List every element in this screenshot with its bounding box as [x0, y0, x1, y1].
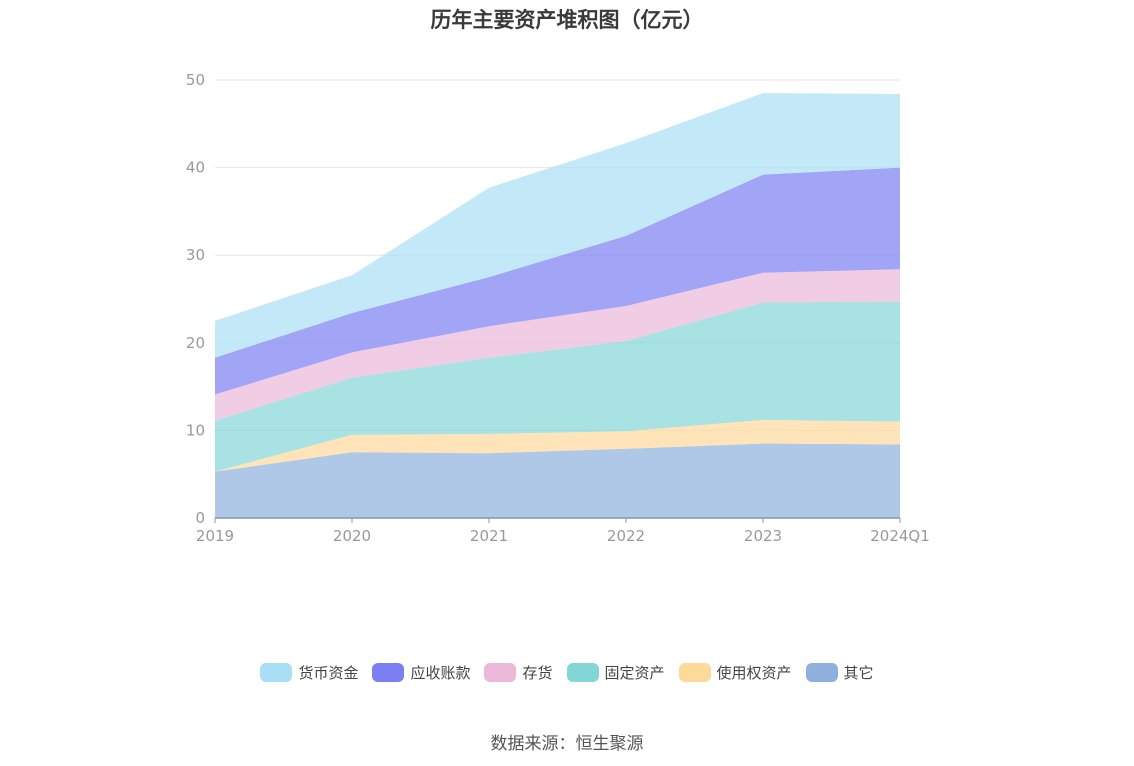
source-note: 数据来源：恒生聚源: [490, 734, 644, 754]
legend-item[interactable]: 应收账款: [372, 662, 470, 683]
x-tick-label: 2022: [607, 527, 645, 545]
x-tick-label: 2020: [333, 527, 371, 545]
y-tick-label: 50: [186, 71, 205, 89]
legend-swatch: [260, 663, 293, 682]
axes: 0 10 20 30 40 50 2019 2020 2021 2022 2023 2024Q1: [186, 71, 930, 545]
area-其它: [215, 443, 900, 518]
legend-swatch: [678, 663, 711, 682]
area-应收账款: [215, 167, 900, 395]
legend-swatch: [805, 663, 838, 682]
legend-item[interactable]: 固定资产: [566, 662, 665, 683]
legend-label: 固定资产: [604, 664, 665, 682]
area-固定资产: [215, 301, 900, 472]
x-tick-label: 2019: [196, 527, 234, 545]
y-tick-label: 40: [186, 159, 205, 177]
y-tick-label: 20: [186, 334, 205, 352]
area-货币资金: [215, 93, 900, 358]
chart-title: 历年主要资产堆积图（亿元）: [430, 8, 704, 32]
y-tick-label: 30: [186, 246, 205, 264]
legend-item[interactable]: 使用权资产: [678, 662, 792, 683]
x-tick-label: 2023: [744, 527, 782, 545]
area-存货: [215, 269, 900, 421]
legend-item[interactable]: 其它: [805, 662, 874, 683]
legend-swatch: [484, 663, 517, 682]
y-tick-label: 0: [195, 509, 205, 527]
area-series: [215, 93, 900, 518]
legend: 货币资金 应收账款 存货 固定资产 使用权资产 其它: [0, 662, 1134, 683]
legend-item[interactable]: 货币资金: [260, 662, 358, 683]
x-tick-label: 2024Q1: [870, 527, 930, 545]
legend-label: 使用权资产: [716, 664, 792, 682]
legend-label: 其它: [843, 664, 874, 682]
y-tick-label: 10: [186, 421, 205, 439]
legend-label: 货币资金: [298, 664, 359, 682]
legend-label: 存货: [522, 664, 553, 682]
legend-label: 应收账款: [410, 664, 471, 682]
legend-item[interactable]: 存货: [484, 662, 553, 683]
legend-swatch: [566, 663, 599, 682]
x-tick-label: 2021: [470, 527, 508, 545]
legend-swatch: [372, 663, 405, 682]
area-使用权资产: [215, 419, 900, 472]
